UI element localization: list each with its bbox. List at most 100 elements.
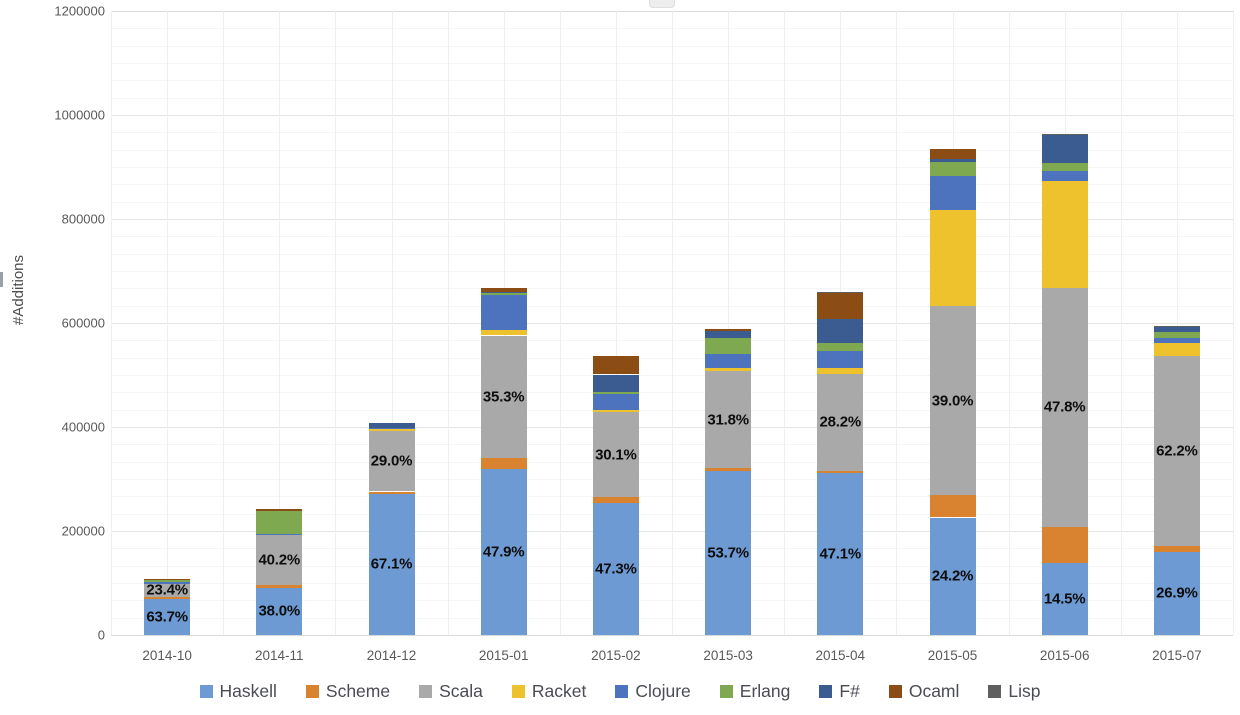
legend-item-label: Haskell	[219, 681, 277, 701]
bar-segment-erlang-2015-06[interactable]	[1041, 163, 1088, 172]
bar-segment-scheme-2015-06[interactable]	[1041, 526, 1088, 563]
y-axis-title: #Additions	[10, 254, 27, 326]
legend-item-erlang[interactable]: Erlang	[719, 681, 790, 702]
bar-segment-scheme-2015-03[interactable]	[705, 468, 752, 472]
bar-segment-scheme-2015-02[interactable]	[592, 496, 639, 503]
bar-segment-clojure-2015-03[interactable]	[705, 353, 752, 368]
legend-swatch-icon	[199, 685, 213, 698]
bar-segment-fsharp-2015-05[interactable]	[929, 158, 976, 162]
bar-segment-lisp-2015-06[interactable]	[1041, 133, 1088, 136]
legend-item-clojure[interactable]: Clojure	[615, 681, 691, 702]
bar-segment-clojure-2015-06[interactable]	[1041, 171, 1088, 182]
bar-segment-clojure-2015-01[interactable]	[480, 294, 527, 330]
cutoff-title-fragment	[649, 0, 675, 8]
bar-segment-erlang-2015-03[interactable]	[705, 337, 752, 354]
legend-item-scala[interactable]: Scala	[419, 681, 483, 702]
bar-segment-ocaml-2015-03[interactable]	[705, 328, 752, 331]
bar-label-scala-pct: 29.0%	[370, 452, 413, 470]
bar-segment-fsharp-2015-03[interactable]	[705, 330, 752, 338]
bar-segment-clojure-2015-07[interactable]	[1153, 337, 1200, 343]
bar-segment-fsharp-2015-02[interactable]	[592, 374, 639, 393]
bar-segment-scala-2015-05[interactable]	[929, 305, 976, 496]
bar-segment-ocaml-2014-11[interactable]	[256, 509, 303, 512]
bar-segment-haskell-2014-11[interactable]	[256, 587, 303, 635]
bar-segment-racket-2015-07[interactable]	[1153, 342, 1200, 356]
bar-segment-haskell-2015-03[interactable]	[705, 471, 752, 635]
bar-segment-haskell-2015-02[interactable]	[592, 502, 639, 635]
bar-segment-scala-2015-07[interactable]	[1153, 355, 1200, 546]
bar-segment-erlang-2015-04[interactable]	[817, 342, 864, 352]
bar-label-scala-pct: 31.8%	[707, 411, 749, 428]
vertical-gridline	[111, 11, 112, 635]
bar-segment-scheme-2014-11[interactable]	[256, 585, 303, 588]
bar-segment-racket-2014-12[interactable]	[368, 428, 415, 431]
bar-segment-haskell-2014-12[interactable]	[368, 493, 415, 635]
bar-segment-ocaml-2015-05[interactable]	[929, 149, 976, 159]
bar-segment-scala-2015-04[interactable]	[817, 374, 864, 471]
bar-label-haskell-pct: 26.9%	[1156, 584, 1198, 602]
bar-segment-scala-2015-06[interactable]	[1041, 287, 1088, 527]
bar-segment-scala-2014-11[interactable]	[256, 534, 303, 585]
bar-segment-erlang-2015-07[interactable]	[1153, 332, 1200, 338]
bar-segment-fsharp-2015-04[interactable]	[817, 318, 864, 343]
bar-segment-lisp-2015-04[interactable]	[817, 291, 864, 293]
legend-swatch-icon	[419, 685, 433, 698]
bar-segment-fsharp-2014-12[interactable]	[368, 423, 415, 428]
bar-segment-ocaml-2015-01[interactable]	[480, 287, 527, 292]
bar-segment-haskell-2015-07[interactable]	[1153, 551, 1200, 635]
bar-segment-scheme-2015-07[interactable]	[1153, 545, 1200, 552]
bar-segment-clojure-2015-05[interactable]	[929, 176, 976, 210]
bar-segment-racket-2015-06[interactable]	[1041, 181, 1088, 288]
legend-item-ocaml[interactable]: Ocaml	[888, 681, 959, 702]
bar-label-scala-pct: 30.1%	[595, 446, 637, 464]
bar-segment-racket-2015-03[interactable]	[705, 367, 752, 371]
bar-segment-racket-2015-01[interactable]	[480, 329, 527, 336]
bar-segment-scala-2014-10[interactable]	[144, 583, 191, 597]
bar-segment-erlang-2014-10[interactable]	[144, 579, 191, 582]
bar-segment-ocaml-2015-02[interactable]	[592, 355, 639, 375]
legend-item-scheme[interactable]: Scheme	[305, 681, 390, 702]
bar-segment-haskell-2015-04[interactable]	[817, 473, 864, 635]
bar-segment-scala-2015-03[interactable]	[705, 370, 752, 468]
bar-segment-scala-2014-12[interactable]	[368, 430, 415, 492]
legend-item-haskell[interactable]: Haskell	[199, 681, 277, 702]
bar-segment-haskell-2015-06[interactable]	[1041, 562, 1088, 635]
y-tick-label: 400000	[61, 419, 105, 435]
bar-segment-scala-2015-01[interactable]	[480, 335, 527, 458]
bar-segment-ocaml-2014-10[interactable]	[144, 578, 191, 580]
bar-segment-fsharp-2015-06[interactable]	[1041, 135, 1088, 164]
bar-segment-clojure-2015-02[interactable]	[592, 394, 639, 411]
bar-segment-fsharp-2015-01[interactable]	[480, 291, 527, 293]
bar-segment-lisp-2015-07[interactable]	[1153, 325, 1200, 328]
bar-segment-haskell-2015-01[interactable]	[480, 469, 527, 635]
legend-item-fsharp[interactable]: F#	[819, 681, 860, 702]
bar-segment-ocaml-2015-04[interactable]	[817, 292, 864, 319]
bar-segment-clojure-2014-11[interactable]	[256, 534, 303, 536]
y-tick-label: 200000	[61, 523, 105, 539]
legend-item-lisp[interactable]: Lisp	[988, 681, 1041, 702]
bar-label-haskell-pct: 67.1%	[370, 555, 413, 573]
bar-segment-racket-2015-05[interactable]	[929, 209, 976, 306]
bar-segment-scheme-2015-05[interactable]	[929, 495, 976, 518]
bar-segment-scheme-2014-12[interactable]	[368, 491, 415, 494]
legend-item-racket[interactable]: Racket	[511, 681, 586, 702]
bar-segment-haskell-2015-05[interactable]	[929, 517, 976, 635]
bar-segment-scheme-2015-01[interactable]	[480, 457, 527, 470]
bar-segment-scala-2015-02[interactable]	[592, 412, 639, 497]
bar-label-scala-pct: 39.0%	[931, 392, 974, 409]
bar-segment-clojure-2015-04[interactable]	[817, 351, 864, 368]
bar-segment-scheme-2015-04[interactable]	[817, 470, 864, 474]
bar-segment-scheme-2014-10[interactable]	[144, 597, 191, 599]
bar-segment-erlang-2015-01[interactable]	[480, 292, 527, 295]
bar-segment-racket-2015-02[interactable]	[592, 410, 639, 413]
x-tick-label: 2014-12	[366, 648, 417, 663]
bar-segment-erlang-2014-11[interactable]	[256, 511, 303, 535]
bar-segment-clojure-2014-12[interactable]	[368, 427, 415, 429]
bar-segment-haskell-2014-10[interactable]	[144, 598, 191, 635]
bar-segment-fsharp-2015-07[interactable]	[1153, 327, 1200, 333]
bar-segment-erlang-2015-05[interactable]	[929, 161, 976, 177]
bar-segment-erlang-2015-02[interactable]	[592, 392, 639, 395]
bar-label-haskell-pct: 14.5%	[1043, 590, 1086, 608]
bar-segment-racket-2015-04[interactable]	[817, 367, 864, 374]
bar-segment-clojure-2014-10[interactable]	[144, 582, 191, 584]
